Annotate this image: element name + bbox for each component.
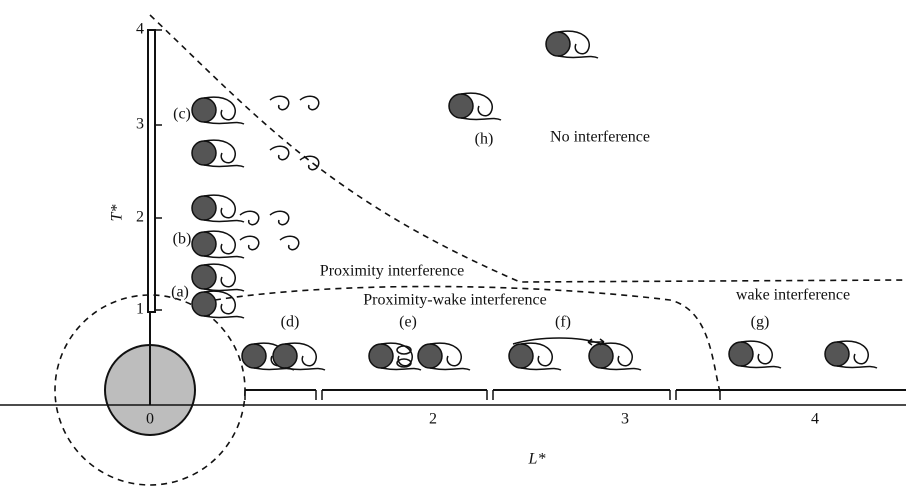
x-axis-label: L* xyxy=(528,451,546,468)
y-tick-label: 3 xyxy=(136,116,144,133)
case-label: (g) xyxy=(751,314,770,331)
cylinder xyxy=(192,292,216,316)
cylinder xyxy=(192,196,216,220)
x-tick-label: 2 xyxy=(429,411,437,428)
cylinder xyxy=(546,32,570,56)
cylinder xyxy=(589,344,613,368)
case-label: (d) xyxy=(281,314,300,331)
cylinder xyxy=(418,344,442,368)
vortex xyxy=(240,236,259,249)
cylinder xyxy=(509,344,533,368)
cylinder xyxy=(825,342,849,366)
cylinder xyxy=(729,342,753,366)
case-label: (b) xyxy=(173,231,192,248)
vortex xyxy=(300,156,319,169)
vortex xyxy=(280,236,299,249)
cylinder xyxy=(273,344,297,368)
region-label: Proximity-wake interference xyxy=(363,292,546,309)
case-label: (a) xyxy=(171,284,189,301)
vortex xyxy=(270,96,289,109)
y-scale-bar xyxy=(148,30,155,312)
y-tick-label: 1 xyxy=(136,301,144,318)
region-label: Proximity interference xyxy=(320,263,464,280)
y-tick-label: 4 xyxy=(136,21,144,38)
region-label: wake interference xyxy=(736,287,850,304)
x-tick-label: 0 xyxy=(146,411,154,428)
cylinder xyxy=(449,94,473,118)
cylinder xyxy=(192,232,216,256)
x-tick-label: 3 xyxy=(621,411,629,428)
vortex xyxy=(240,211,259,224)
diagram: T* L* 4 3 2 1 0 2 3 4 (a) (b) (c) (d) (e) (f) (g) (h) No… xyxy=(0,0,906,494)
region-label: No interference xyxy=(550,129,650,146)
case-label: (c) xyxy=(173,106,191,123)
y-tick-label: 2 xyxy=(136,209,144,226)
case-label: (h) xyxy=(475,131,494,148)
vortex xyxy=(300,96,319,109)
cylinder xyxy=(242,344,266,368)
upper-boundary xyxy=(150,15,906,282)
cylinder xyxy=(192,265,216,289)
y-axis-label: T* xyxy=(109,205,126,222)
vortex xyxy=(270,146,289,159)
cylinder xyxy=(192,98,216,122)
arrow xyxy=(588,339,604,345)
case-label: (f) xyxy=(555,314,571,331)
x-tick-label: 4 xyxy=(811,411,819,428)
x-scale-ticks xyxy=(245,390,720,400)
case-label: (e) xyxy=(399,314,417,331)
cylinder xyxy=(369,344,393,368)
vortex xyxy=(270,211,289,224)
cylinder xyxy=(192,141,216,165)
